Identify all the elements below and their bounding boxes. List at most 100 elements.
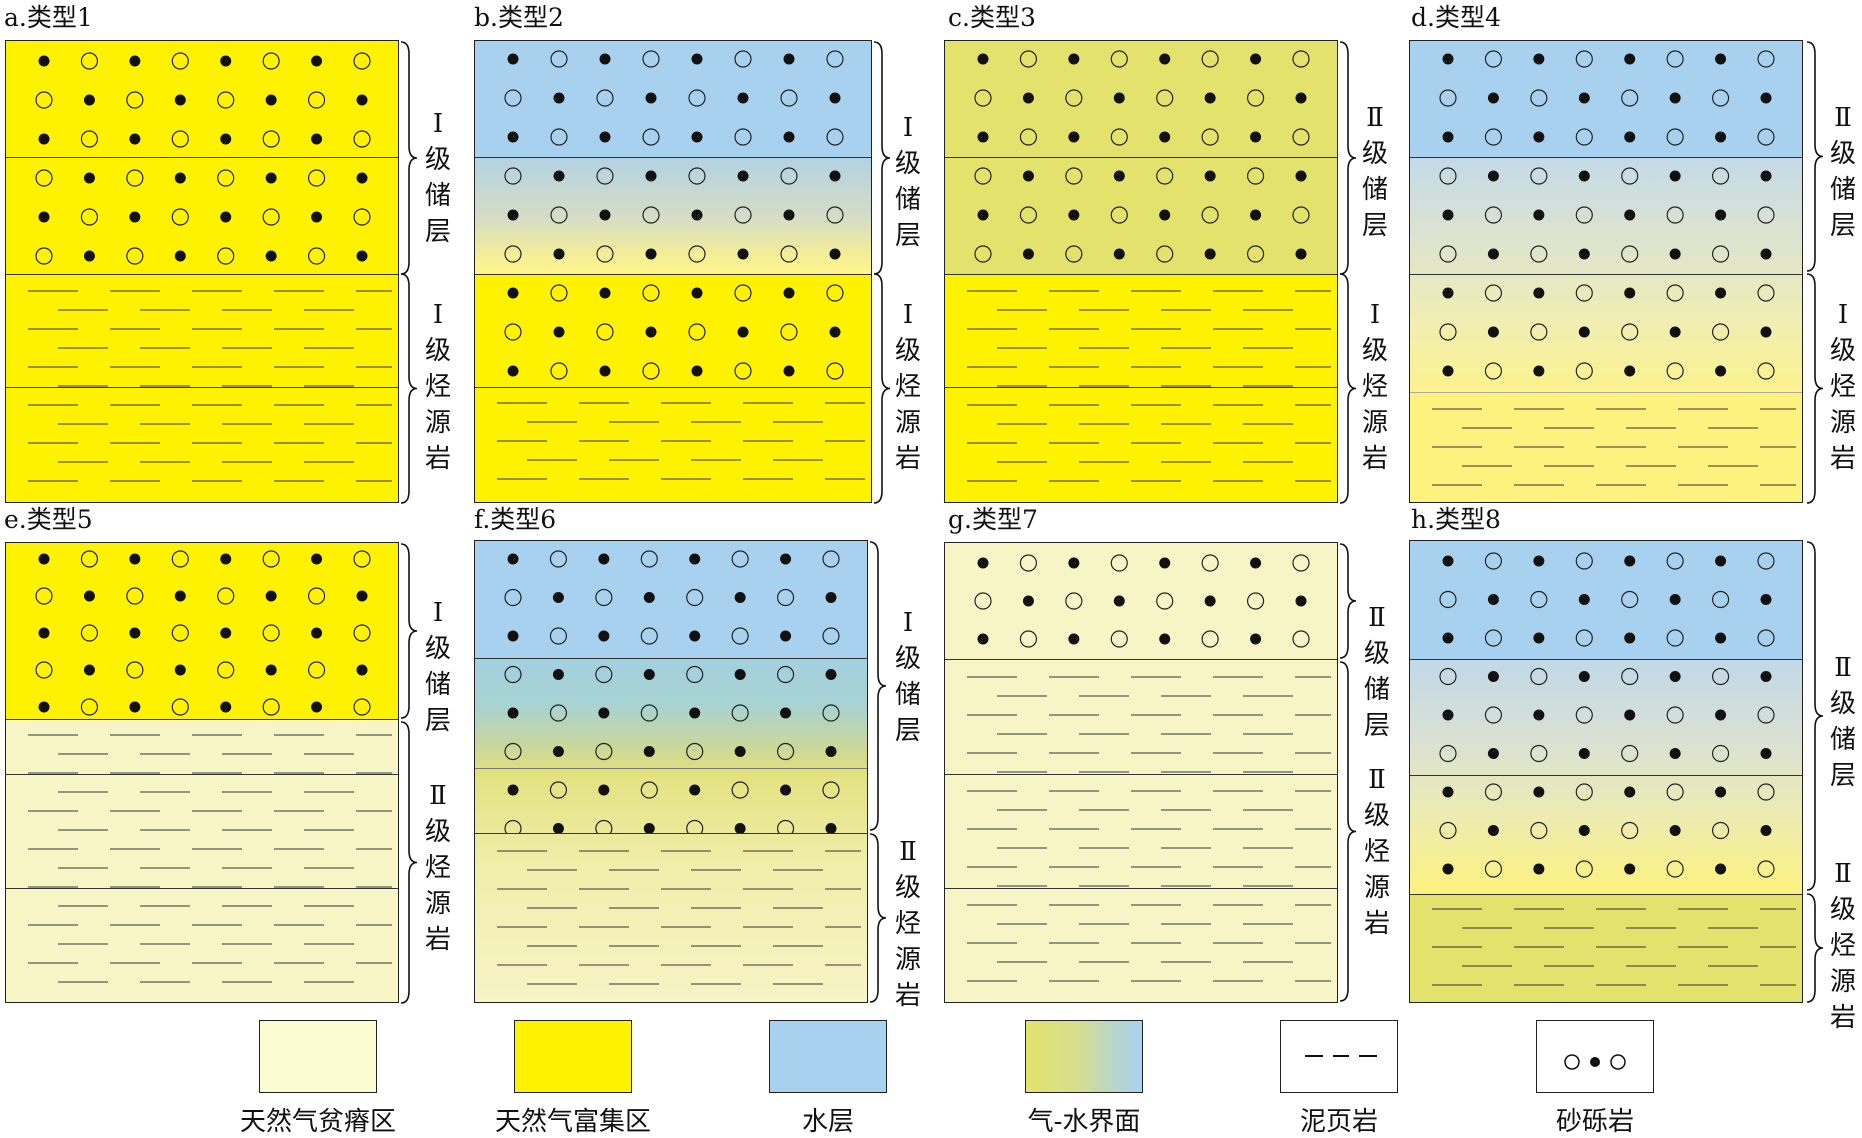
gravel-dot [311, 133, 323, 145]
sand-grain-circle [126, 661, 144, 679]
source-rock-brace [400, 273, 418, 504]
label-char: 储 [1361, 175, 1388, 205]
gravel-dot [83, 172, 95, 184]
shale-pattern [1432, 908, 1796, 986]
gravel-dot [1578, 671, 1590, 682]
gravel-dot [598, 784, 610, 796]
gravel-dot [1159, 53, 1171, 65]
sand-grain-circle [780, 245, 798, 263]
source-rock-grade-label: Ⅱ 级烃源岩 [1823, 856, 1862, 1036]
gravel-dot [1533, 555, 1545, 567]
layer-boundary [1410, 274, 1802, 275]
gravel-dot [825, 592, 837, 603]
sand-grain-circle [80, 52, 99, 70]
sand-grain-circle [1621, 89, 1639, 107]
label-char: 层 [1363, 711, 1390, 741]
gravel-dot [507, 131, 519, 143]
gravel-dot [1442, 365, 1454, 377]
sand-grain-circle [1757, 629, 1775, 647]
sand-grain-circle [731, 550, 749, 568]
reservoir-brace [1806, 541, 1824, 891]
brace-path [1806, 273, 1824, 504]
gravel-dot [1624, 555, 1636, 567]
gravel-dot [780, 707, 792, 719]
sand-grain-circle [1484, 50, 1503, 68]
label-char: Ⅱ [429, 781, 447, 811]
sand-grain-circle [595, 742, 613, 761]
label-char: Ⅰ [1369, 300, 1381, 330]
gravel-dot [643, 746, 655, 757]
sand-grain-circle [1484, 860, 1503, 878]
sand-grain-circle [731, 781, 749, 799]
gravel-dot [825, 669, 837, 680]
sand-grain-circle [307, 247, 326, 265]
sand-grain-circle [504, 167, 522, 185]
sand-grain-circle [1201, 554, 1219, 572]
gravel-dot [265, 250, 277, 262]
gravel-dot [129, 553, 141, 565]
layer-boundary [6, 774, 398, 775]
label-char: 层 [424, 706, 451, 736]
gas-poor-layer [6, 719, 398, 1002]
sand-grain-circle [1019, 554, 1038, 572]
sand-grain-circle [1019, 630, 1038, 648]
sand-grain-circle [1757, 552, 1775, 570]
sandstone-pattern [974, 50, 1310, 263]
gravel-dot [1578, 248, 1590, 260]
sandstone-pattern [504, 550, 840, 833]
layer-boundary [6, 888, 398, 889]
sand-grain-circle [171, 130, 189, 148]
gravel-dot [783, 53, 795, 65]
sand-grain-circle [826, 362, 844, 380]
sand-grain-circle [595, 665, 613, 684]
gravel-dot [734, 746, 746, 757]
label-char: 储 [424, 670, 451, 700]
sand-grain-circle [1711, 245, 1730, 263]
gravel-dot [1715, 863, 1727, 875]
sand-grain-circle [171, 52, 189, 70]
gravel-dot [977, 131, 989, 143]
sand-grain-circle [1666, 128, 1684, 146]
label-char: 级 [1361, 139, 1388, 169]
sand-grain-circle [1292, 128, 1310, 146]
sand-grain-circle [126, 587, 144, 605]
sand-grain-circle [1666, 629, 1684, 647]
sand-grain-circle [688, 167, 706, 185]
gravel-dot [265, 172, 277, 184]
gas-rich-layer [475, 274, 871, 502]
gravel-dot [691, 53, 703, 65]
sand-grain-circle [1757, 128, 1775, 146]
gravel-dot [1624, 863, 1636, 875]
legend-swatch-gas-poor [259, 1020, 377, 1093]
sand-grain-circle [1666, 783, 1684, 801]
sand-grain-circle [734, 128, 752, 146]
label-char: 源 [894, 408, 921, 438]
sand-grain-circle [171, 698, 189, 716]
gravel-dot [1295, 170, 1307, 182]
sand-grain-circle [596, 167, 614, 185]
source-rock-grade-label: Ⅰ 级烃源岩 [888, 297, 928, 477]
gravel-dot [356, 94, 368, 106]
label-char: Ⅱ [1368, 765, 1386, 795]
legend-swatch-water [769, 1020, 887, 1093]
gravel-dot [83, 590, 95, 602]
gravel-dot [1068, 209, 1080, 221]
sand-grain-circle [1292, 206, 1310, 224]
shale-pattern [28, 290, 392, 482]
sand-grain-circle [1757, 50, 1775, 68]
panel-f-column [474, 540, 868, 1003]
sand-grain-circle [550, 362, 568, 380]
sand-grain-circle [217, 169, 235, 187]
legend-label-water: 水层 [801, 1107, 854, 1137]
shale-pattern [28, 734, 392, 983]
sand-grain-circle [1484, 629, 1503, 647]
sand-grain-circle [1711, 821, 1730, 840]
label-char: Ⅰ [1837, 300, 1849, 330]
label-char: 源 [1829, 408, 1856, 438]
brace-path [400, 721, 418, 1004]
gravel-dot [783, 287, 795, 299]
sand-grain-circle [1666, 50, 1684, 68]
gravel-dot [311, 55, 323, 67]
sand-grain-circle [1621, 167, 1639, 185]
brace-path [1806, 541, 1824, 891]
